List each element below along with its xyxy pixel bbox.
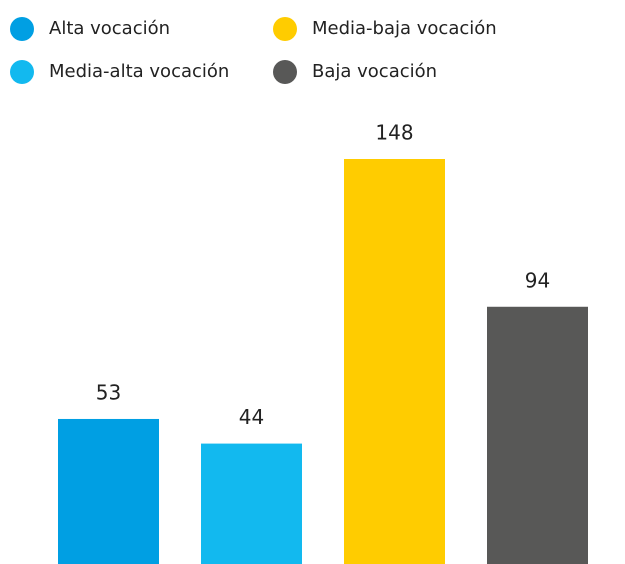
value-label: 53 bbox=[96, 380, 121, 404]
bar bbox=[201, 443, 302, 564]
legend-swatch bbox=[10, 17, 34, 41]
bar bbox=[58, 418, 159, 564]
legend-label: Media-alta vocación bbox=[49, 61, 229, 82]
legend-swatch bbox=[10, 60, 34, 84]
legend-swatch bbox=[273, 17, 297, 41]
legend-label: Media-baja vocación bbox=[312, 18, 497, 39]
legend-swatch bbox=[273, 60, 297, 84]
bar bbox=[344, 159, 445, 564]
legend-label: Baja vocación bbox=[312, 61, 437, 82]
value-label: 94 bbox=[525, 268, 550, 292]
legend-label: Alta vocación bbox=[49, 18, 170, 39]
value-label: 44 bbox=[239, 405, 264, 429]
value-label: 148 bbox=[375, 121, 413, 145]
bar bbox=[487, 306, 588, 564]
